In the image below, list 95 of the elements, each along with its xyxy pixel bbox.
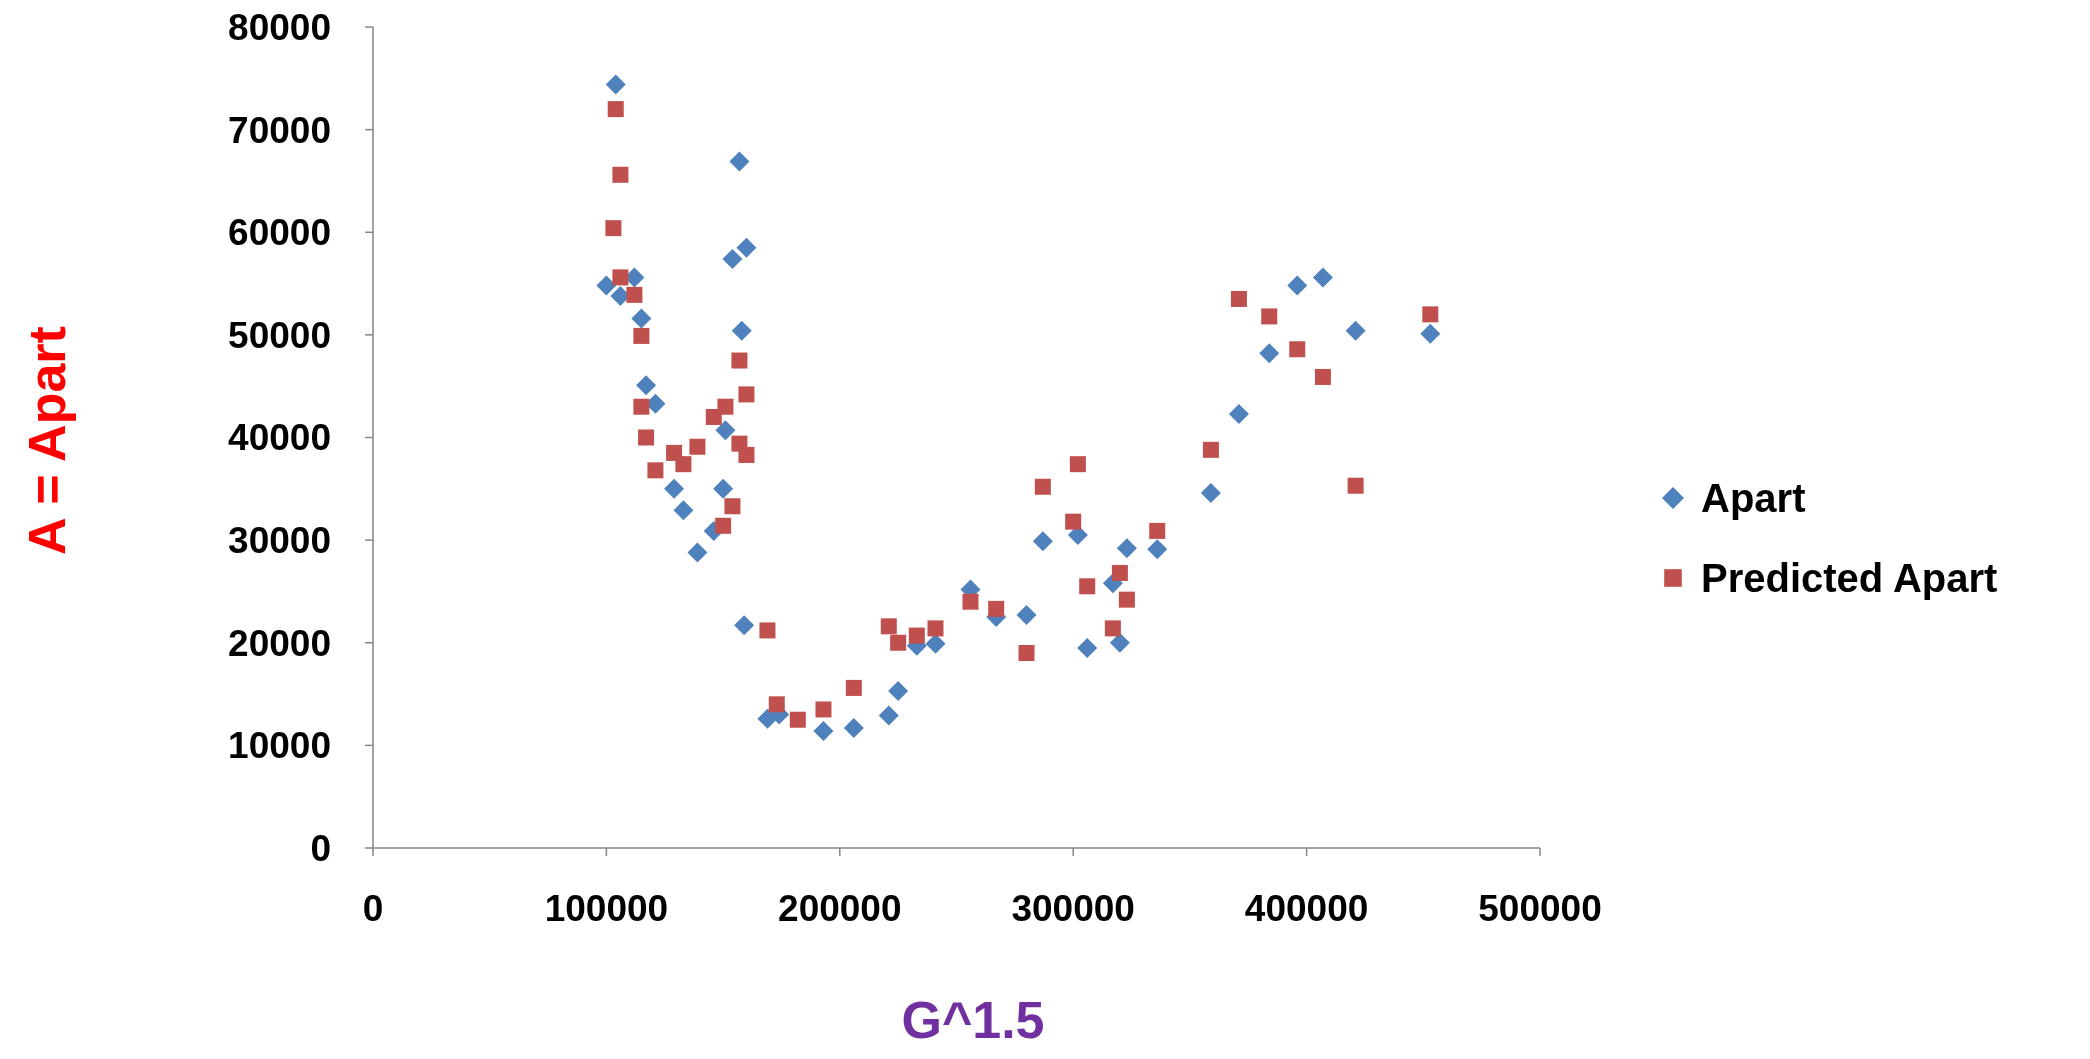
point <box>633 398 650 415</box>
point <box>789 711 806 728</box>
point <box>664 478 685 499</box>
y-tick-label: 70000 <box>228 109 331 151</box>
point <box>738 386 755 403</box>
point <box>715 420 736 441</box>
point <box>1287 275 1308 296</box>
point <box>722 248 743 269</box>
point <box>815 701 832 718</box>
y-tick-label: 0 <box>310 827 331 869</box>
point <box>759 622 776 639</box>
point <box>731 352 748 369</box>
x-tick-label: 500000 <box>1478 888 1602 929</box>
point <box>1016 605 1037 626</box>
point <box>1065 513 1082 530</box>
point <box>1422 306 1439 323</box>
point <box>1118 591 1135 608</box>
point <box>596 275 617 296</box>
x-tick-label: 300000 <box>1011 888 1135 929</box>
legend-label: Predicted Apart <box>1701 556 1998 600</box>
point <box>988 600 1005 617</box>
point <box>734 615 755 636</box>
point <box>908 627 925 644</box>
point <box>813 721 834 742</box>
point <box>1420 323 1441 344</box>
x-tick-label: 400000 <box>1244 888 1369 929</box>
point <box>626 286 643 303</box>
point <box>675 456 692 473</box>
point <box>1147 539 1168 560</box>
point <box>724 498 741 515</box>
point <box>729 151 750 172</box>
point <box>888 680 909 701</box>
point <box>890 634 907 651</box>
point <box>731 320 752 341</box>
point <box>1116 538 1137 559</box>
point <box>1077 637 1098 658</box>
point <box>1032 531 1053 552</box>
point <box>843 717 864 738</box>
y-tick-label: 10000 <box>228 725 331 767</box>
point <box>1111 564 1128 581</box>
point <box>633 327 650 344</box>
point <box>673 500 694 521</box>
point <box>1149 522 1166 539</box>
point <box>736 237 757 258</box>
x-tick-label: 100000 <box>544 888 669 929</box>
point <box>1104 620 1121 637</box>
x-axis-title: G^1.5 <box>901 991 1045 1049</box>
point <box>612 166 629 183</box>
y-tick-label: 40000 <box>228 417 331 459</box>
point <box>1289 341 1306 358</box>
point <box>962 593 979 610</box>
x-tick-label: 0 <box>362 888 384 929</box>
point <box>689 438 706 455</box>
point <box>1259 343 1280 364</box>
point <box>612 269 629 286</box>
point <box>768 696 785 713</box>
point <box>1314 368 1331 385</box>
point <box>1261 308 1278 325</box>
point <box>1345 320 1366 341</box>
point <box>638 429 655 446</box>
point <box>927 620 944 637</box>
point <box>605 220 622 237</box>
point <box>878 705 899 726</box>
y-tick-label: 60000 <box>228 212 331 254</box>
point <box>631 308 652 329</box>
point <box>1034 478 1051 495</box>
point <box>647 462 664 479</box>
point <box>1069 456 1086 473</box>
point <box>1018 645 1035 662</box>
point <box>717 398 734 415</box>
point <box>1230 290 1247 307</box>
point <box>636 375 657 396</box>
point <box>713 478 734 499</box>
point <box>1202 441 1219 458</box>
point <box>1079 578 1096 595</box>
y-tick-label: 30000 <box>228 520 331 562</box>
point <box>880 618 897 635</box>
y-axis-title: A = Apart <box>18 326 76 555</box>
legend-label: Apart <box>1701 476 1806 520</box>
y-tick-label: 80000 <box>228 6 331 48</box>
point <box>605 74 626 95</box>
point <box>1200 482 1221 503</box>
point <box>715 517 732 534</box>
point <box>607 101 624 118</box>
point <box>925 633 946 654</box>
point <box>1228 403 1249 424</box>
point <box>687 542 708 563</box>
point <box>845 679 862 696</box>
point <box>1312 267 1333 288</box>
y-tick-label: 20000 <box>228 622 331 664</box>
point <box>1347 477 1364 494</box>
point <box>1109 632 1130 653</box>
point <box>738 446 755 463</box>
y-tick-label: 50000 <box>228 314 331 356</box>
x-tick-label: 200000 <box>778 888 902 929</box>
